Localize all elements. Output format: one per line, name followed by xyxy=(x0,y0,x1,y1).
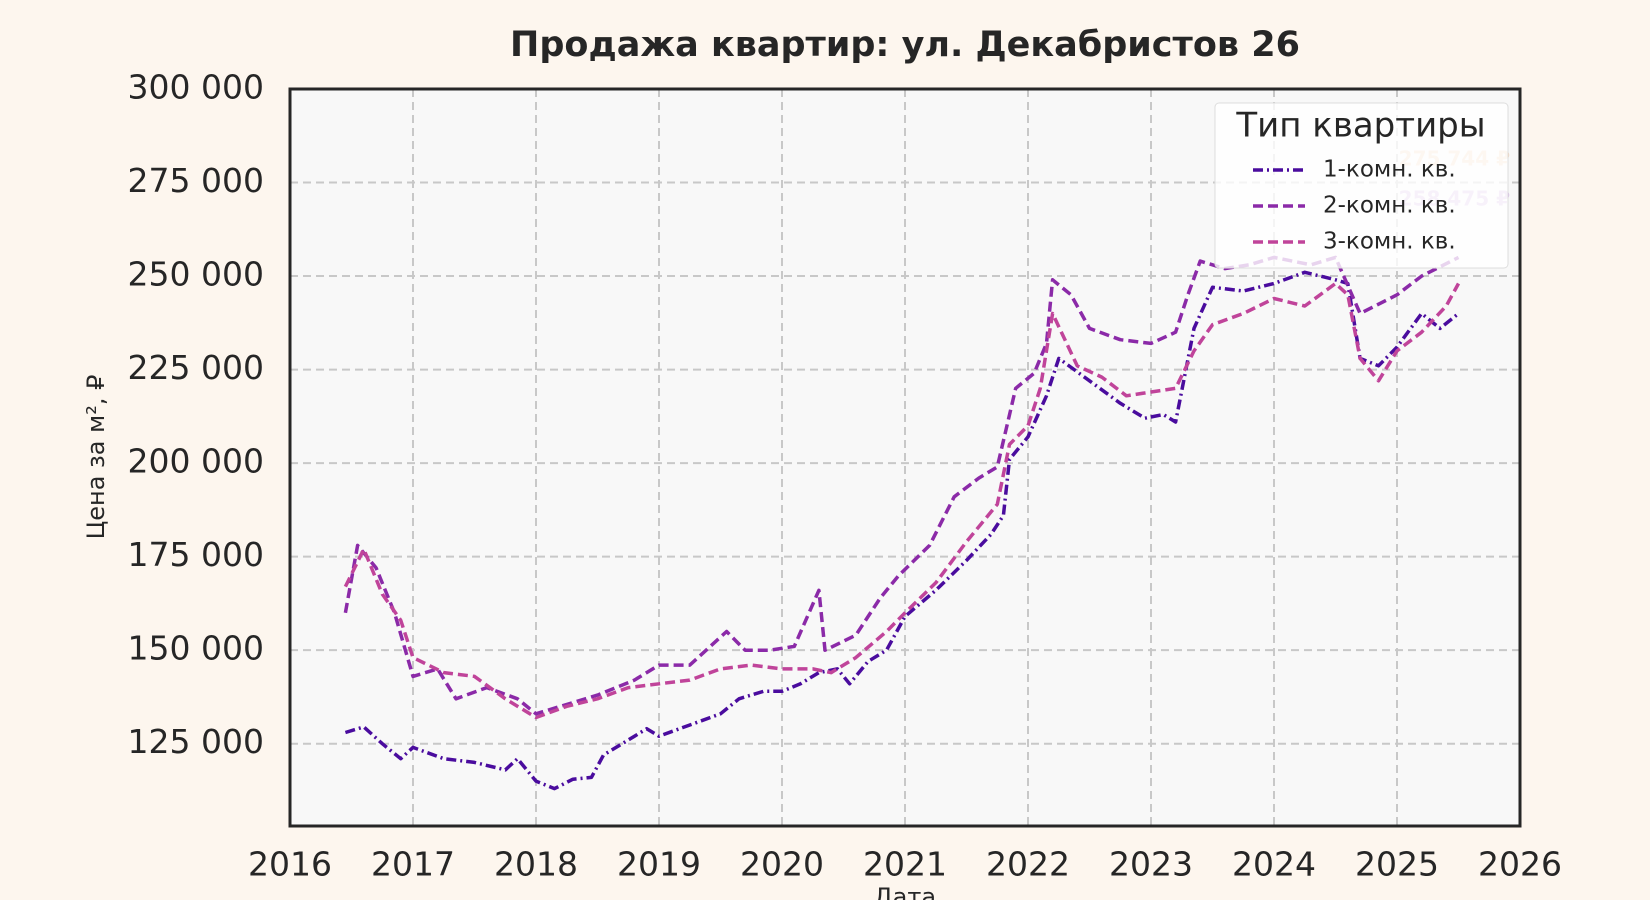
y-tick-label: 300 000 xyxy=(128,68,264,107)
y-tick-label: 175 000 xyxy=(128,535,264,574)
y-tick-label: 250 000 xyxy=(128,255,264,294)
x-axis-label: Дата xyxy=(874,883,936,900)
y-tick-label: 150 000 xyxy=(128,629,264,668)
x-tick-label: 2024 xyxy=(1232,845,1316,884)
plot-frame xyxy=(288,87,1522,828)
y-tick-label: 125 000 xyxy=(128,722,264,761)
x-tick-label: 2018 xyxy=(494,845,578,884)
y-tick-label: 200 000 xyxy=(128,442,264,481)
legend-box xyxy=(1214,102,1509,269)
x-tick-label: 2019 xyxy=(617,845,701,884)
chart-title: Продажа квартир: ул. Декабристов 26 xyxy=(510,25,1300,65)
x-tick-label: 2017 xyxy=(371,845,455,884)
x-tick-label: 2016 xyxy=(248,845,332,884)
legend-label: 1-комн. кв. xyxy=(1323,157,1456,183)
legend-label: 2-комн. кв. xyxy=(1323,193,1456,219)
x-tick-label: 2023 xyxy=(1109,845,1193,884)
x-tick-label: 2022 xyxy=(986,845,1070,884)
series-line xyxy=(344,270,1460,791)
series-line xyxy=(343,281,1461,720)
x-tick-label: 2021 xyxy=(863,845,947,884)
legend-title: Тип квартиры xyxy=(1235,106,1485,146)
x-tick-label: 2020 xyxy=(740,845,824,884)
x-tick-label: 2026 xyxy=(1478,845,1562,884)
y-axis-label: Цена за м², ₽ xyxy=(82,375,110,540)
y-tick-label: 275 000 xyxy=(128,161,264,200)
y-tick-label: 225 000 xyxy=(128,348,264,387)
legend-label: 3-комн. кв. xyxy=(1323,229,1456,255)
x-tick-label: 2025 xyxy=(1355,845,1439,884)
